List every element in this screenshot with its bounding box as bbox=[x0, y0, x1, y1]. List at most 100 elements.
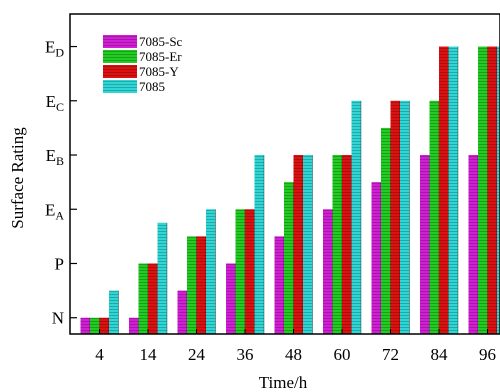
bar-7085-84 bbox=[448, 46, 459, 335]
bar-texture bbox=[439, 46, 449, 335]
bar-7085-Sc-4 bbox=[80, 317, 91, 334]
bar-7085-Y-72 bbox=[390, 100, 401, 334]
legend-swatch-texture bbox=[103, 50, 137, 63]
bar-7085-14 bbox=[157, 222, 168, 334]
bar-7085-Er-24 bbox=[187, 236, 197, 334]
x-tick-label: 72 bbox=[382, 345, 399, 364]
bar-7085-Sc-96 bbox=[468, 155, 479, 334]
bar-7085-96 bbox=[497, 46, 500, 335]
bar-7085-Y-48 bbox=[293, 155, 304, 334]
bar-7085-Sc-60 bbox=[323, 209, 333, 334]
x-tick-label: 60 bbox=[334, 345, 351, 364]
bar-texture bbox=[284, 182, 294, 334]
y-tick-sub: C bbox=[56, 100, 64, 114]
bar-7085-Er-14 bbox=[138, 263, 149, 334]
bar-texture bbox=[303, 155, 313, 334]
bar-texture bbox=[448, 46, 458, 335]
bar-7085-Er-72 bbox=[381, 127, 391, 334]
bar-texture bbox=[323, 209, 333, 334]
bar-texture bbox=[129, 317, 139, 334]
bar-texture bbox=[138, 263, 148, 334]
bar-texture bbox=[99, 317, 109, 334]
bar-texture bbox=[429, 100, 439, 334]
bar-texture bbox=[80, 317, 90, 334]
bar-7085-Er-84 bbox=[429, 100, 440, 334]
bar-7085-Sc-84 bbox=[420, 155, 430, 334]
bar-texture bbox=[420, 155, 430, 334]
bar-7085-Y-60 bbox=[342, 155, 352, 334]
x-ticks: 4 14 24 36 48 60 72 84 96 bbox=[95, 329, 496, 364]
legend-item: 7085-Y bbox=[103, 64, 179, 79]
bar-7085-Er-96 bbox=[478, 46, 488, 335]
x-axis-title: Time/h bbox=[259, 373, 308, 392]
y-tick-label: ED bbox=[45, 38, 64, 60]
bar-7085-Er-60 bbox=[332, 155, 343, 334]
bar-7085-Sc-72 bbox=[371, 182, 382, 334]
y-tick-main: E bbox=[46, 92, 56, 111]
bar-texture bbox=[390, 100, 400, 334]
bar-texture bbox=[177, 290, 187, 334]
x-tick-label: 4 bbox=[95, 345, 104, 364]
bar-texture bbox=[148, 263, 158, 334]
x-tick-label: 24 bbox=[188, 345, 206, 364]
bar-texture bbox=[187, 236, 197, 334]
bar-texture bbox=[293, 155, 303, 334]
y-tick-label: P bbox=[55, 254, 64, 273]
y-tick-sub: B bbox=[56, 154, 64, 168]
x-tick-label: 96 bbox=[479, 345, 496, 364]
bar-7085-36 bbox=[254, 155, 265, 334]
bar-texture bbox=[478, 46, 488, 335]
y-tick-sub: A bbox=[55, 208, 64, 222]
x-tick-label: 36 bbox=[237, 345, 254, 364]
bar-7085-Y-14 bbox=[148, 263, 158, 334]
y-tick-main: N bbox=[52, 309, 64, 328]
y-tick-main: P bbox=[55, 254, 64, 273]
y-tick-label: EB bbox=[46, 146, 64, 168]
bar-texture bbox=[226, 263, 236, 334]
bar-7085-48 bbox=[303, 155, 313, 334]
bar-7085-24 bbox=[206, 209, 216, 334]
bar-texture bbox=[274, 236, 284, 334]
bar-texture bbox=[254, 155, 264, 334]
bar-texture bbox=[90, 317, 100, 334]
bar-texture bbox=[342, 155, 352, 334]
legend-item: 7085-Sc bbox=[103, 34, 183, 49]
bar-7085-Sc-14 bbox=[129, 317, 139, 334]
legend-swatch-texture bbox=[103, 65, 137, 78]
bar-texture bbox=[157, 222, 167, 334]
x-tick-label: 84 bbox=[431, 345, 449, 364]
legend-label: 7085-Y bbox=[139, 64, 179, 79]
bar-7085-Y-36 bbox=[245, 209, 255, 334]
bar-7085-Y-24 bbox=[196, 236, 207, 334]
bar-texture bbox=[468, 155, 478, 334]
y-tick-label: EA bbox=[45, 200, 64, 222]
bar-7085-Y-84 bbox=[439, 46, 449, 335]
bar-7085-Y-4 bbox=[99, 317, 110, 334]
y-tick-sub: D bbox=[55, 46, 64, 60]
bars-layer bbox=[80, 46, 500, 335]
legend-swatch-texture bbox=[103, 35, 137, 48]
bar-texture bbox=[400, 100, 410, 334]
bar-texture bbox=[196, 236, 206, 334]
bar-7085-Er-4 bbox=[90, 317, 100, 334]
bar-7085-Er-48 bbox=[284, 182, 294, 334]
legend-label: 7085 bbox=[139, 79, 165, 94]
bar-7085-60 bbox=[351, 100, 362, 334]
x-tick-label: 48 bbox=[285, 345, 302, 364]
bar-texture bbox=[206, 209, 216, 334]
plot-frame bbox=[69, 13, 500, 335]
y-tick-main: E bbox=[45, 38, 55, 57]
bar-texture bbox=[235, 209, 245, 334]
bar-texture bbox=[332, 155, 342, 334]
bar-7085-Sc-36 bbox=[226, 263, 236, 334]
y-tick-main: E bbox=[45, 200, 55, 219]
legend-label: 7085-Sc bbox=[139, 34, 183, 49]
y-tick-label: EC bbox=[46, 92, 64, 114]
bar-7085-Sc-48 bbox=[274, 236, 285, 334]
legend-label: 7085-Er bbox=[139, 49, 182, 64]
bar-7085-Y-96 bbox=[487, 46, 498, 335]
bar-texture bbox=[351, 100, 361, 334]
